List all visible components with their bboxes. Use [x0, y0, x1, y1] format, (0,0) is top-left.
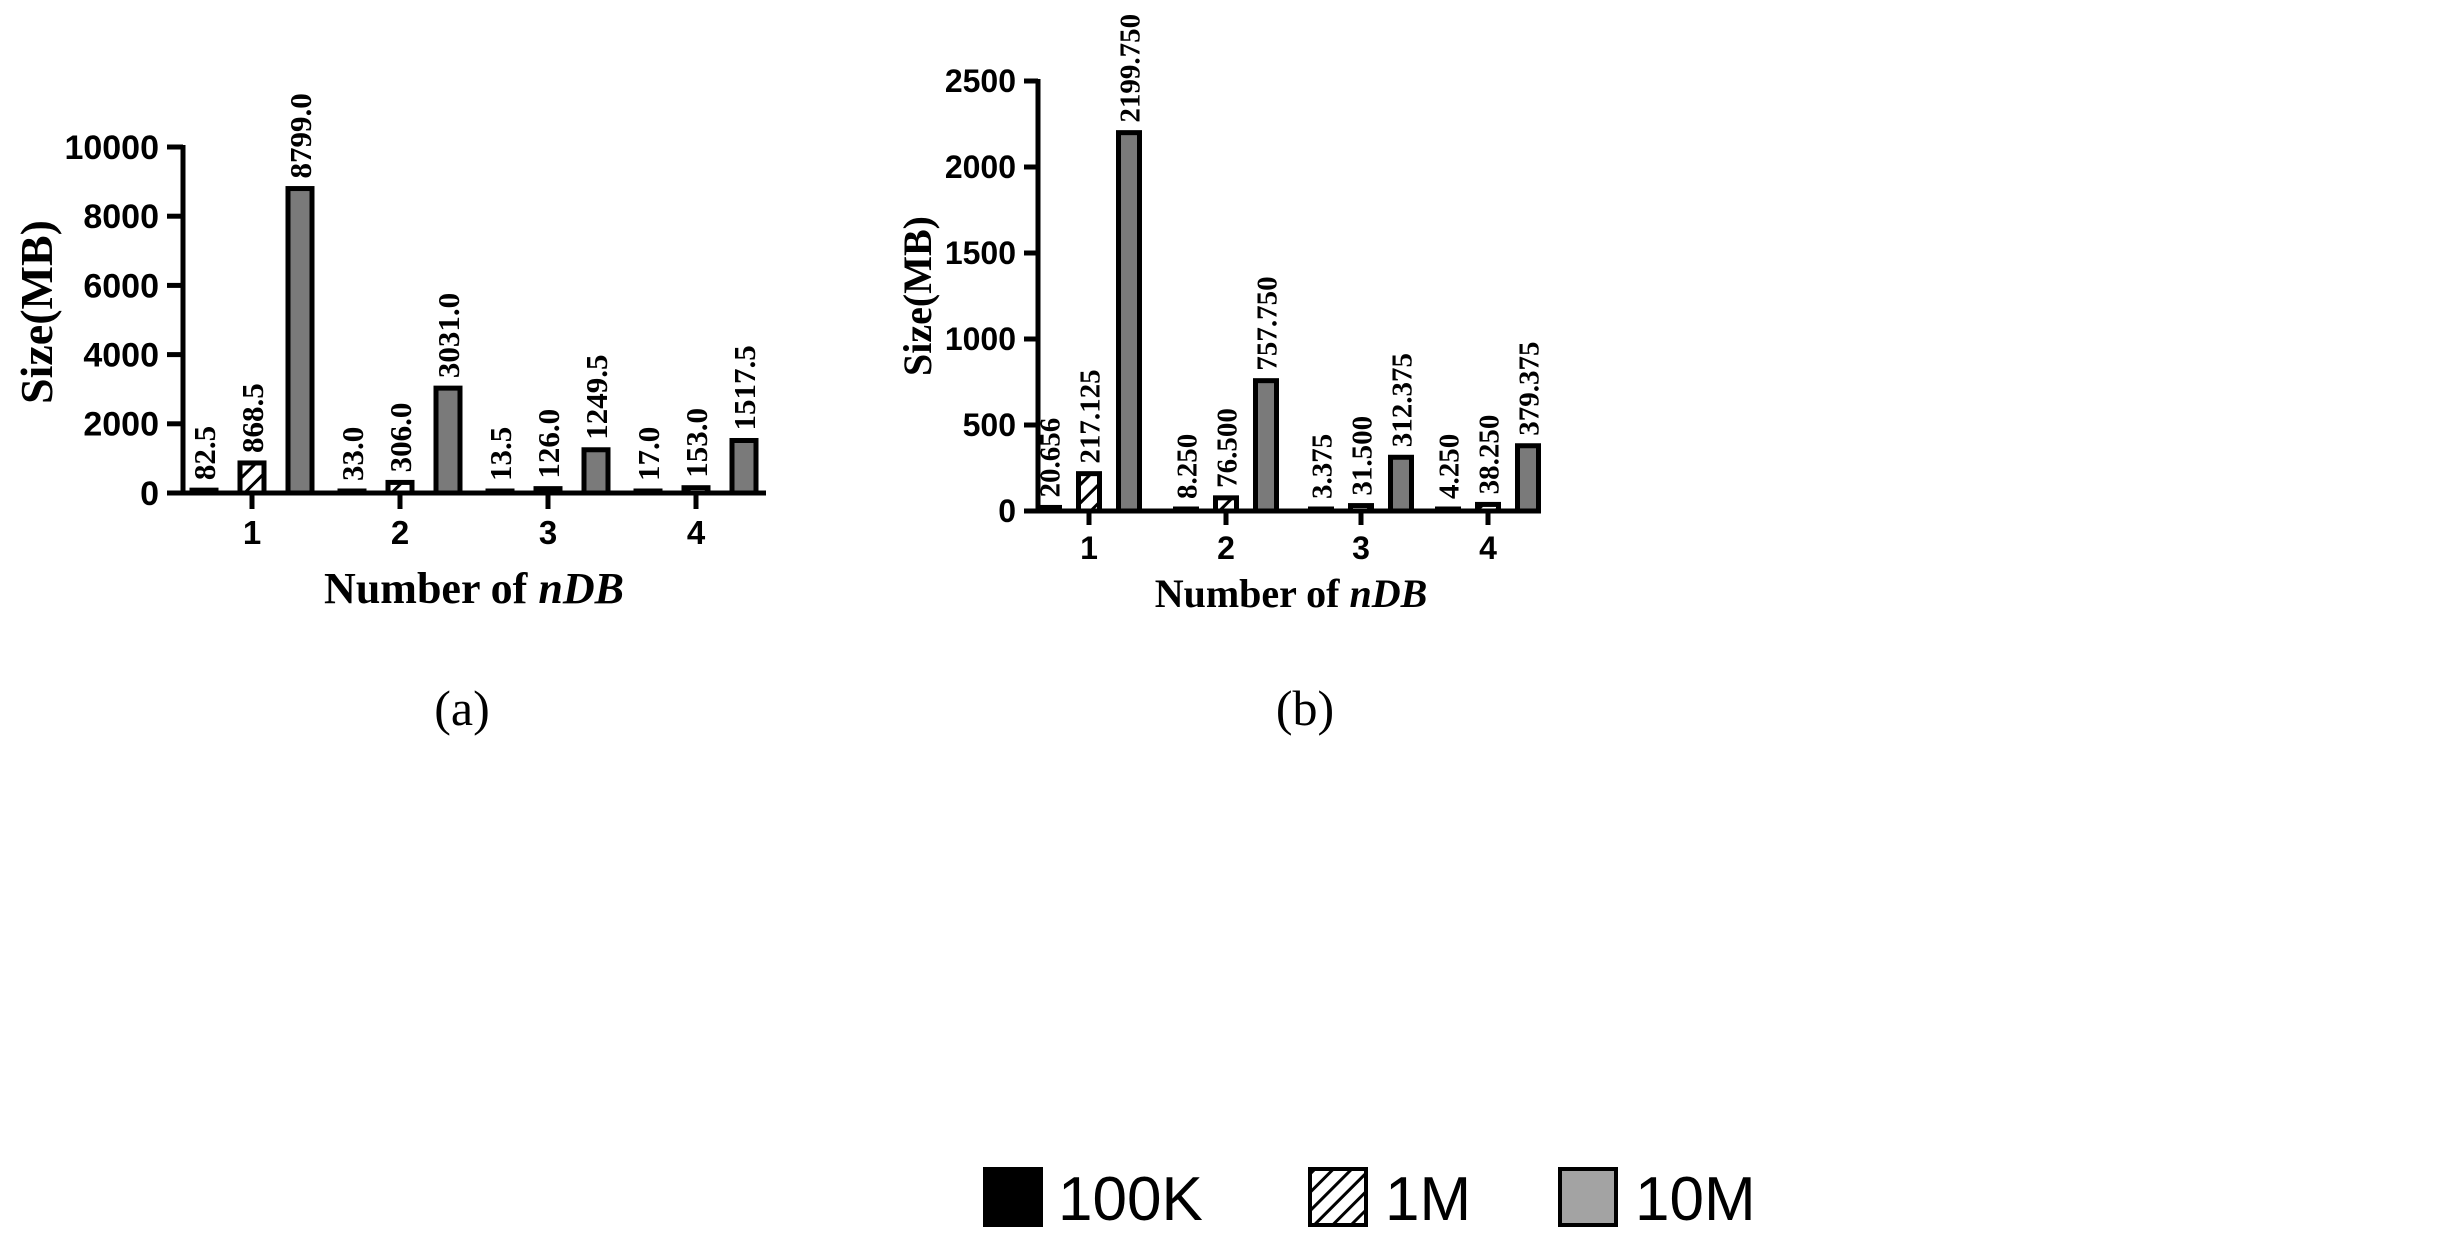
value-label-100k-ndb-4: 4.250 [1433, 434, 1465, 499]
y-tick-label: 2500 [945, 63, 1016, 99]
panel-label: (b) [1276, 680, 1334, 736]
bar-10m-ndb-4 [729, 437, 759, 496]
x-tick-label: 2 [1217, 530, 1235, 566]
value-label-10m-ndb-1: 2199.750 [1114, 14, 1146, 123]
value-label-100k-ndb-3: 13.5 [483, 427, 518, 481]
value-label-10m-ndb-1: 8799.0 [283, 93, 318, 178]
value-label-10m-ndb-3: 1249.5 [579, 355, 614, 440]
x-tick-label: 4 [1479, 530, 1497, 566]
y-tick-label: 0 [998, 493, 1016, 529]
bar-10m-ndb-2 [1253, 378, 1279, 514]
value-label-1m-ndb-1: 217.125 [1074, 369, 1106, 463]
x-tick-label: 1 [1080, 530, 1098, 566]
value-label-1m-ndb-3: 31.500 [1346, 416, 1378, 496]
y-tick-label: 500 [963, 407, 1016, 443]
x-axis-title-prefix: Number of [324, 564, 538, 613]
value-label-1m-ndb-3: 126.0 [531, 409, 566, 479]
panel-label: (a) [434, 680, 490, 736]
bar-10m-ndb-3 [581, 447, 611, 496]
y-tick-label: 2000 [83, 406, 159, 444]
value-label-1m-ndb-4: 153.0 [679, 408, 714, 478]
legend-swatch-1m [1308, 1167, 1368, 1227]
value-label-100k-ndb-2: 8.250 [1171, 434, 1203, 499]
x-tick-label: 2 [391, 514, 409, 551]
x-axis-title: Number of nDB [324, 564, 624, 613]
y-tick-label: 1000 [945, 321, 1016, 357]
legend-swatch-100k [983, 1167, 1043, 1227]
value-label-100k-ndb-1: 82.5 [187, 426, 222, 480]
y-tick-label: 2000 [945, 149, 1016, 185]
legend-swatch-10m [1558, 1167, 1618, 1227]
value-label-100k-ndb-3: 3.375 [1306, 434, 1338, 499]
x-tick-label: 3 [539, 514, 557, 551]
y-tick-label: 10000 [64, 129, 159, 167]
value-label-100k-ndb-4: 17.0 [631, 427, 666, 481]
value-label-10m-ndb-2: 3031.0 [431, 293, 466, 378]
y-axis-title: Size(MB) [11, 220, 62, 404]
y-tick-label: 0 [140, 475, 159, 513]
legend-label-1m: 1M [1385, 1165, 1471, 1234]
bar-10m-ndb-3 [1388, 454, 1414, 514]
y-tick-label: 4000 [83, 337, 159, 375]
y-tick-label: 8000 [83, 198, 159, 236]
bar-1m-ndb-1 [237, 460, 267, 496]
x-axis-title: Number of nDB [1155, 571, 1428, 616]
bar-10m-ndb-4 [1515, 443, 1541, 514]
bar-10m-ndb-2 [433, 385, 463, 496]
y-tick-label: 1500 [945, 235, 1016, 271]
x-axis-title-italic: nDB [538, 564, 624, 613]
value-label-100k-ndb-2: 33.0 [335, 427, 370, 481]
legend-label-10m: 10M [1635, 1165, 1756, 1234]
legend: 100K 1M 10M [983, 1165, 1756, 1234]
legend-label-100k: 100K [1058, 1165, 1203, 1234]
value-label-10m-ndb-4: 1517.5 [727, 345, 762, 430]
value-label-1m-ndb-4: 38.250 [1473, 415, 1505, 495]
bar-10m-ndb-1 [285, 186, 315, 496]
y-axis-title: Size(MB) [895, 216, 940, 376]
value-label-10m-ndb-3: 312.375 [1386, 353, 1418, 447]
y-tick-label: 6000 [83, 267, 159, 305]
value-label-1m-ndb-1: 868.5 [235, 383, 270, 453]
value-label-1m-ndb-2: 76.500 [1211, 408, 1243, 488]
value-label-10m-ndb-2: 757.750 [1251, 276, 1283, 370]
x-axis-title-italic: nDB [1350, 571, 1428, 616]
bar-1m-ndb-1 [1076, 471, 1102, 514]
value-label-1m-ndb-2: 306.0 [383, 403, 418, 473]
x-tick-label: 4 [687, 514, 706, 551]
x-axis-title-prefix: Number of [1155, 571, 1350, 616]
chart-panel-a: 82.5 33.0 13.5 17.0 868.5 306.0 126.0 153.0 8799… [11, 93, 766, 736]
x-tick-label: 1 [243, 514, 261, 551]
value-label-10m-ndb-4: 379.375 [1513, 341, 1545, 435]
x-tick-label: 3 [1352, 530, 1370, 566]
bar-10m-ndb-1 [1116, 130, 1142, 514]
